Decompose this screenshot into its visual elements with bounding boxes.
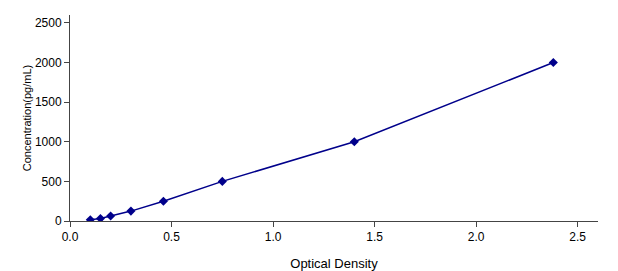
svg-text:Concentration(pg/mL): Concentration(pg/mL) [21,65,33,171]
svg-text:500: 500 [42,175,62,189]
svg-text:0.0: 0.0 [62,230,79,244]
svg-text:1500: 1500 [35,95,62,109]
svg-text:1000: 1000 [35,135,62,149]
svg-text:1.0: 1.0 [265,230,282,244]
svg-text:2.0: 2.0 [468,230,485,244]
svg-text:1.5: 1.5 [366,230,383,244]
svg-text:Optical Density: Optical Density [290,256,378,271]
svg-text:0.5: 0.5 [163,230,180,244]
svg-text:2.5: 2.5 [569,230,586,244]
svg-text:2500: 2500 [35,16,62,30]
svg-text:0: 0 [55,214,62,228]
svg-text:2000: 2000 [35,56,62,70]
